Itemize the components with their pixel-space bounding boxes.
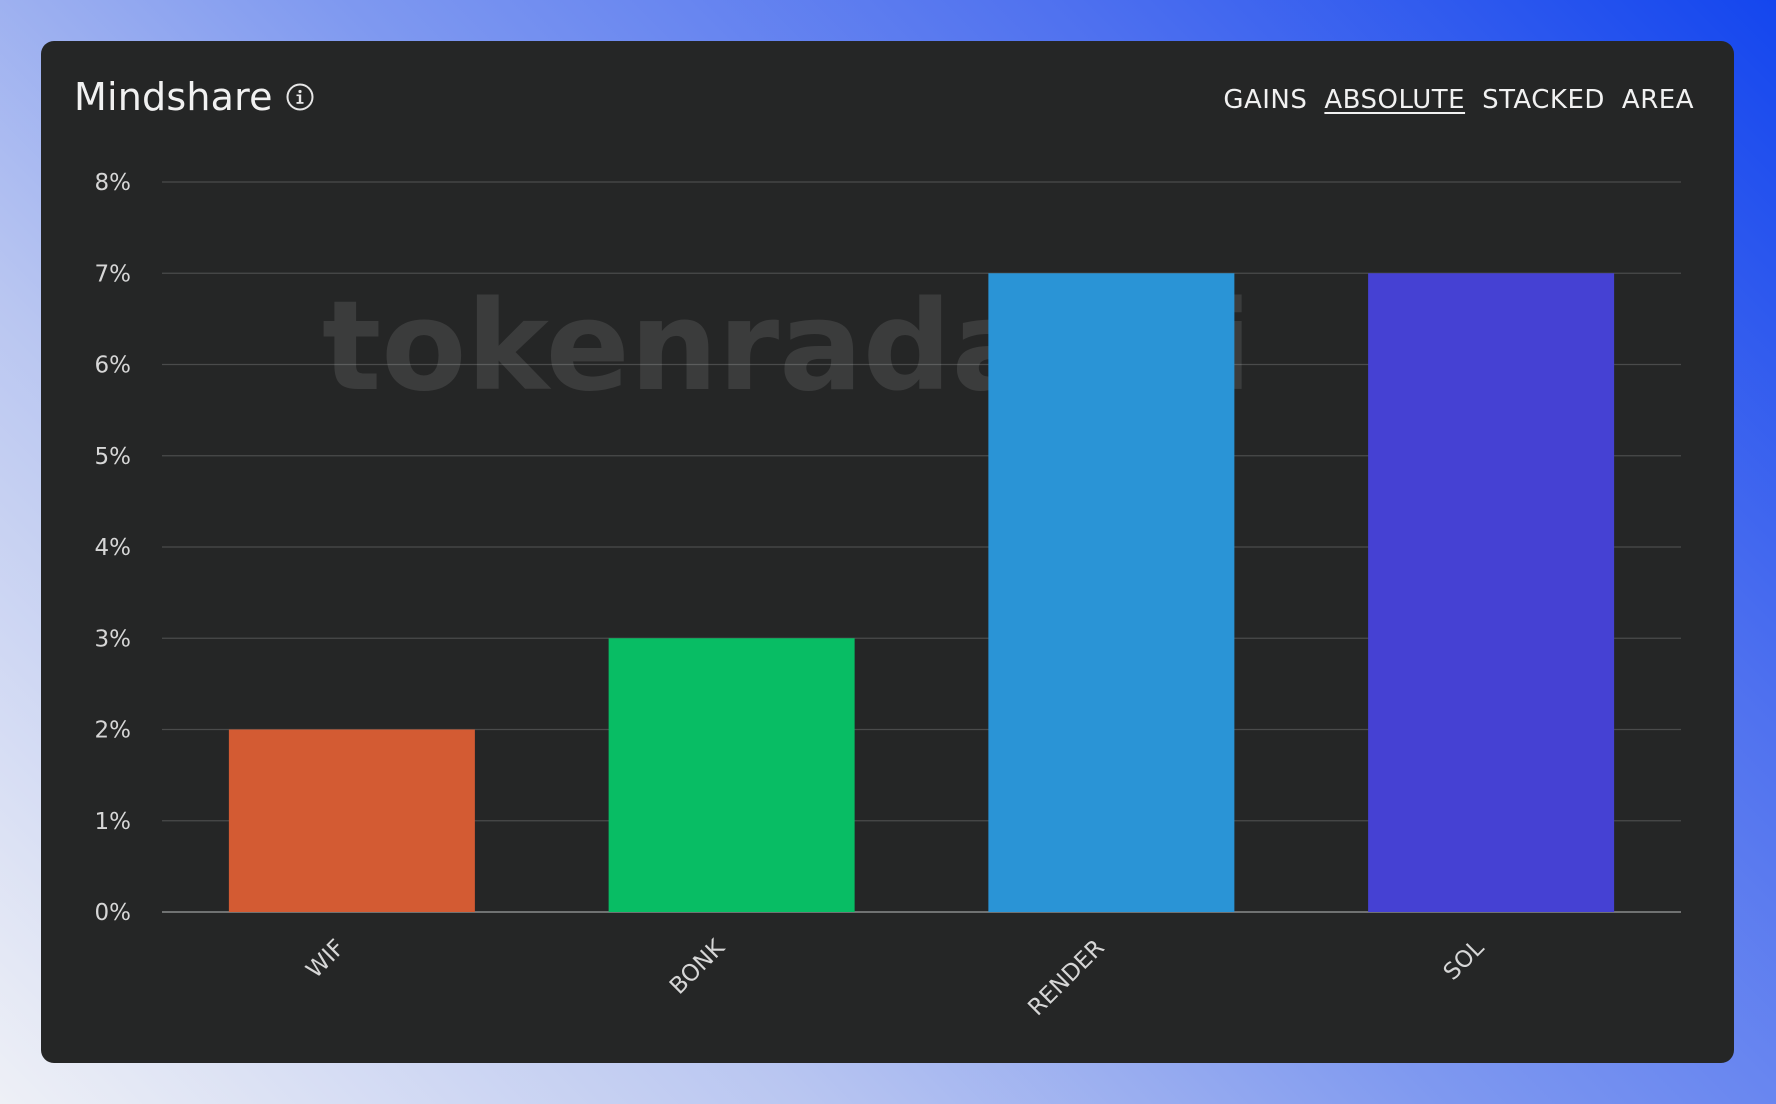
title-row: Mindshare [74, 75, 315, 119]
bar-layer [228, 273, 1615, 913]
x-tick-label: SOL [1439, 935, 1490, 986]
y-tick-labels: 0% 1% 2% 3% 4% 5% 6% 7% 8% [95, 170, 132, 926]
x-tick-labels: WIF BONK RENDER SOL [301, 934, 1489, 1021]
chart-mode-tabs: GAINS ABSOLUTE STACKED AREA [1223, 85, 1694, 115]
bar-bonk[interactable] [608, 638, 855, 912]
x-tick-label: WIF [301, 935, 350, 984]
bar-render[interactable] [988, 273, 1235, 912]
info-circle-icon[interactable] [285, 82, 315, 112]
y-tick-label: 0% [95, 900, 132, 926]
y-tick-label: 8% [95, 170, 132, 196]
y-tick-label: 3% [95, 626, 132, 652]
mode-area[interactable]: AREA [1621, 85, 1694, 115]
y-tick-label: 5% [95, 444, 132, 470]
mode-stacked[interactable]: STACKED [1482, 85, 1605, 115]
y-tick-label: 1% [95, 809, 132, 835]
bar-chart: tokenradar.ai 0%1%2%3%4%5%6%7%8% WIF BONK… [95, 170, 1681, 1021]
bar-sol[interactable] [1368, 273, 1615, 912]
x-tick-label: BONK [665, 934, 731, 1000]
x-tick-label: RENDER [1023, 935, 1109, 1021]
bar-wif[interactable] [228, 729, 475, 913]
mode-gains[interactable]: GAINS [1223, 85, 1308, 115]
mode-absolute[interactable]: ABSOLUTE [1324, 85, 1466, 115]
mindshare-card: Mindshare GAINS ABSOLUTE STACKED AREA to… [41, 41, 1734, 1063]
y-tick-label: 2% [95, 718, 132, 744]
y-tick-label: 4% [95, 535, 132, 561]
y-tick-label: 7% [95, 261, 132, 287]
y-tick-label: 6% [95, 353, 132, 379]
chart-title: Mindshare [74, 75, 273, 119]
